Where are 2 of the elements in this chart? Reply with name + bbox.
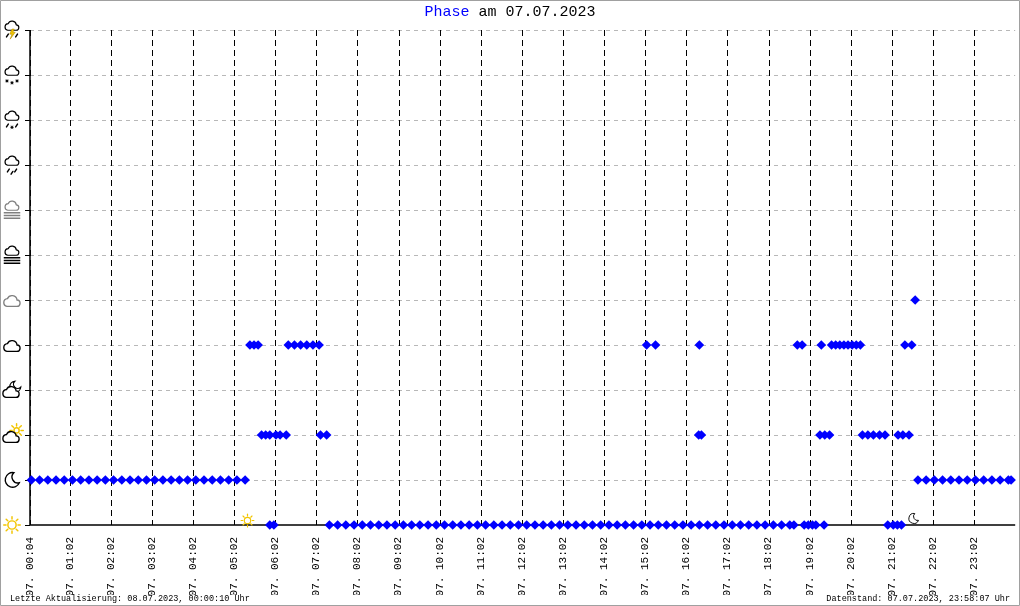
chart-title: Phase am 07.07.2023 bbox=[424, 4, 596, 21]
text: Datenstand: 07.07.2023, 23:58:07 Uhr bbox=[826, 594, 1010, 604]
